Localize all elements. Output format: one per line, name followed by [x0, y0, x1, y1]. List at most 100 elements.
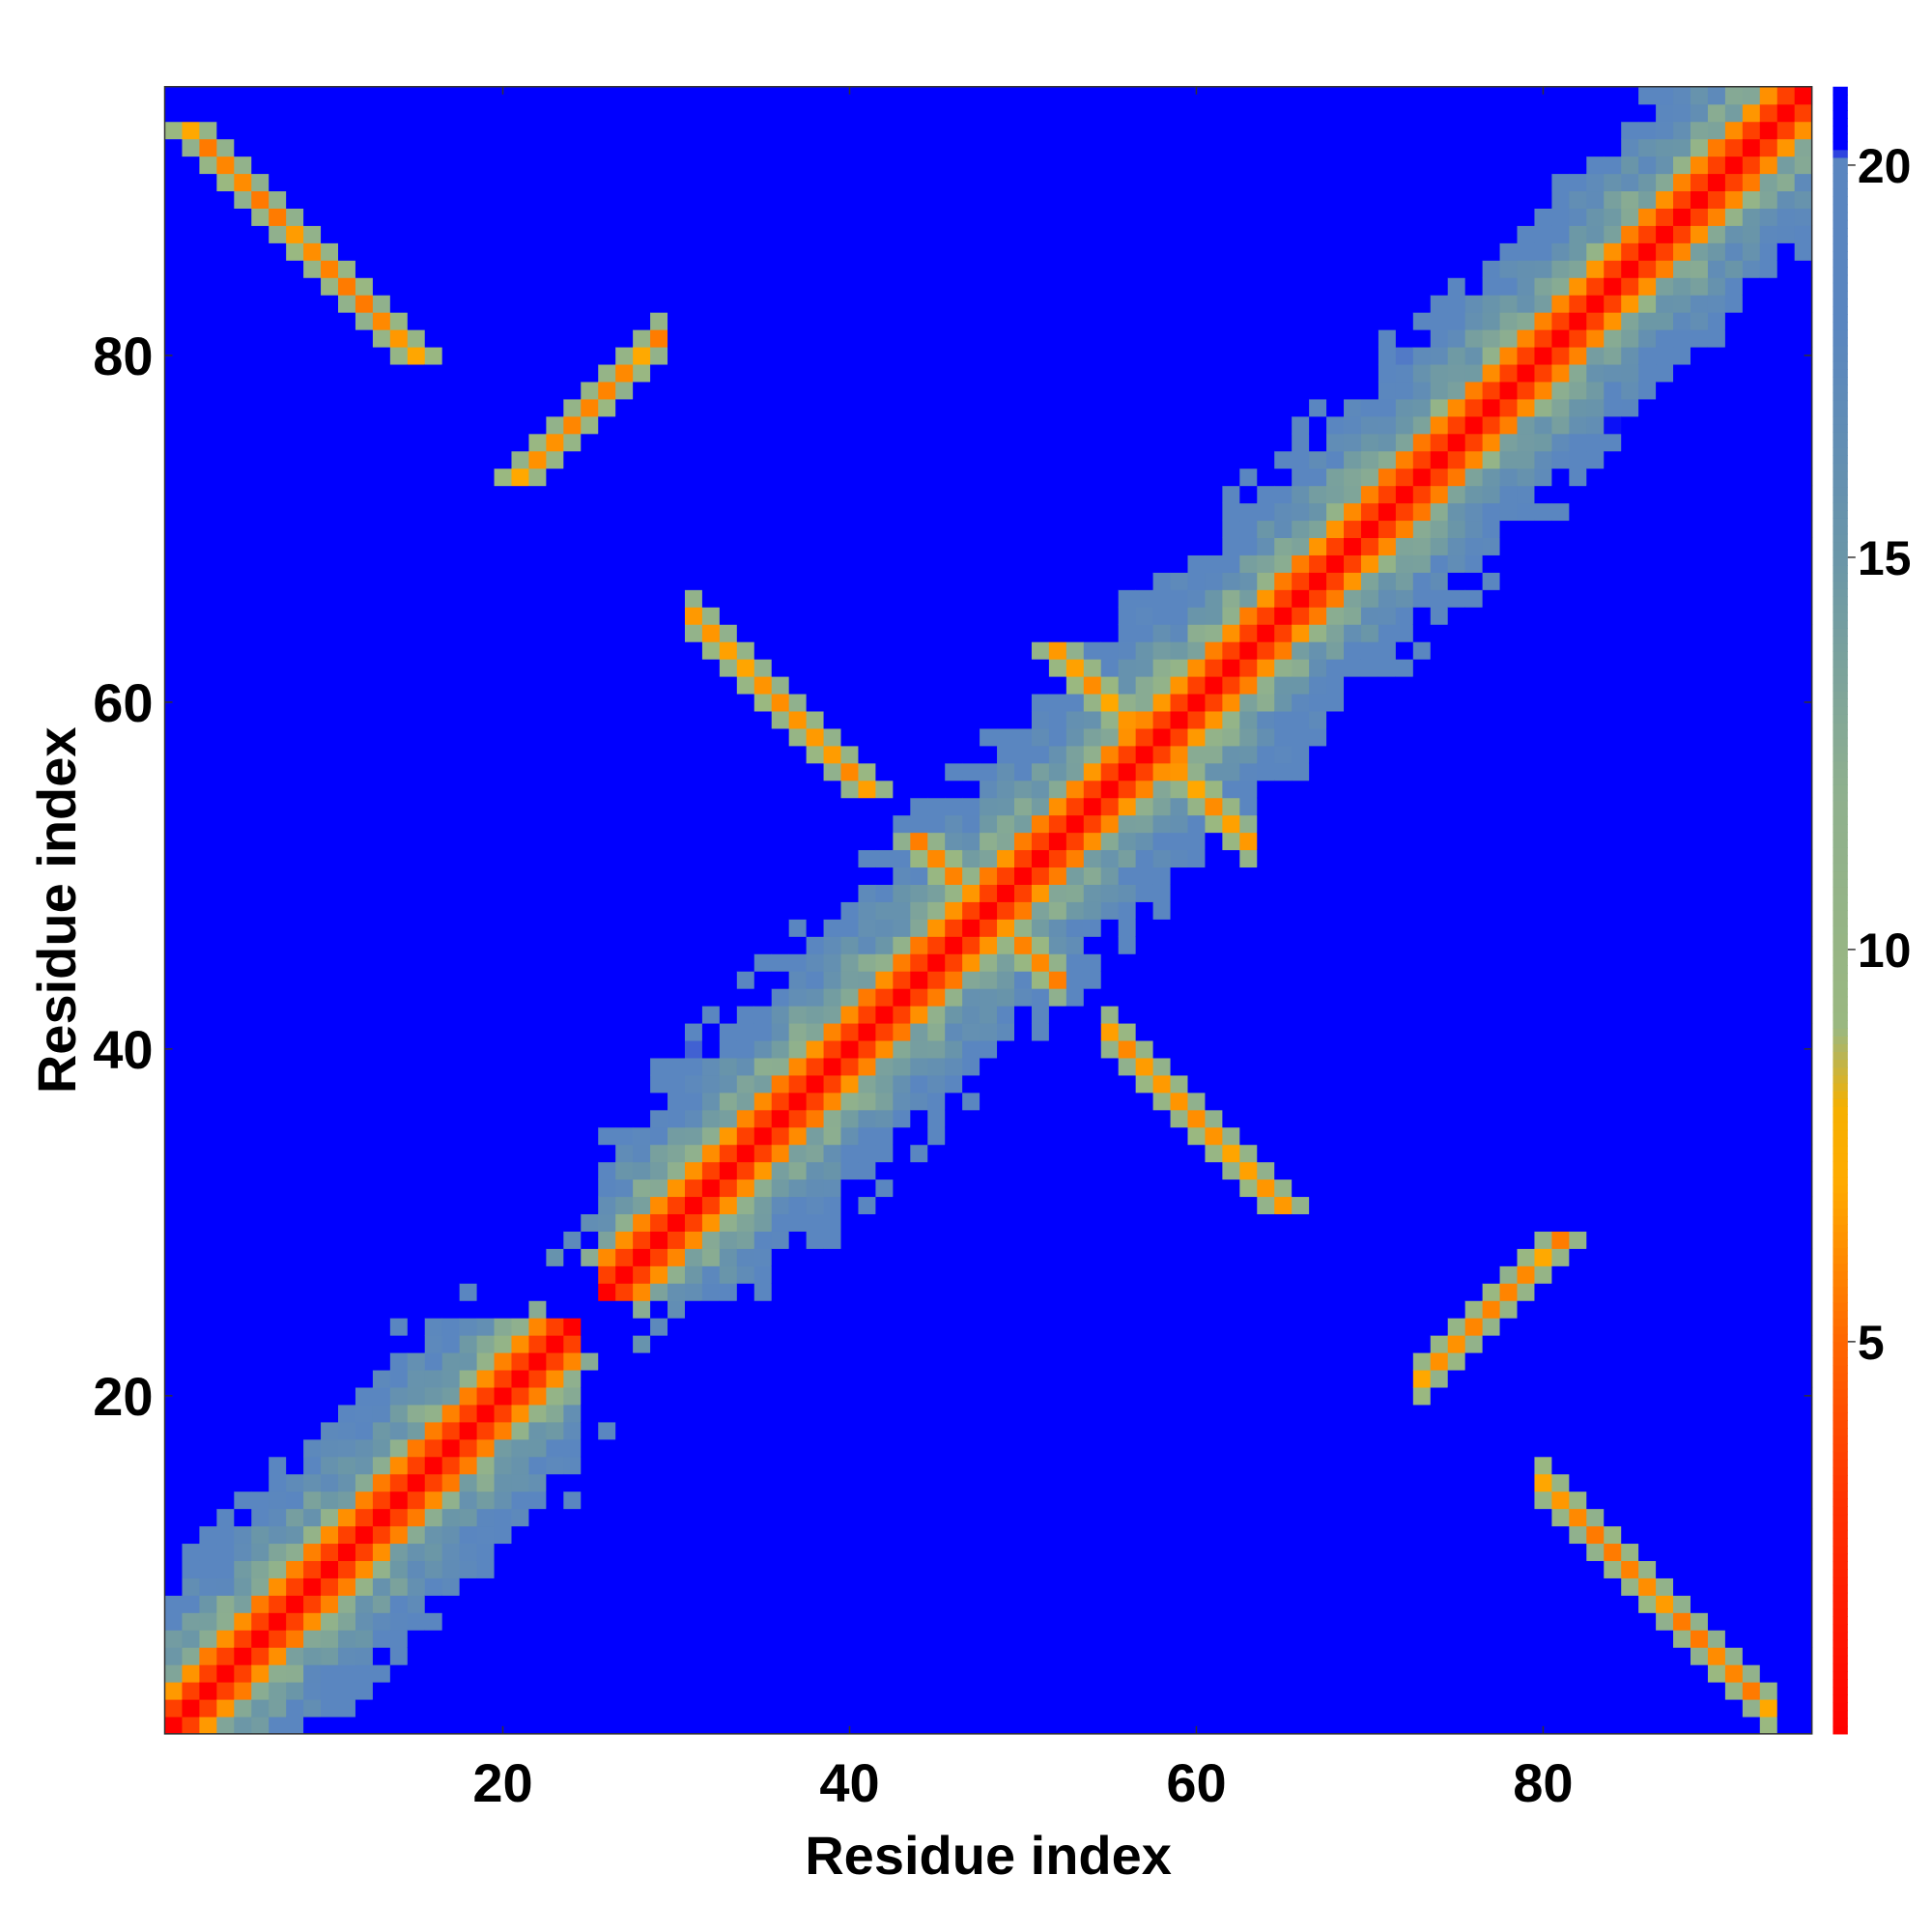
heatmap-cell	[164, 1421, 184, 1440]
heatmap-cell	[511, 1265, 530, 1284]
heatmap-cell	[701, 1231, 721, 1249]
heatmap-cell	[668, 173, 686, 192]
heatmap-cell	[216, 433, 235, 452]
heatmap-cell	[615, 190, 634, 209]
heatmap-cell	[441, 103, 461, 123]
heatmap-cell	[234, 450, 252, 469]
heatmap-cell	[736, 1386, 755, 1406]
heatmap-cell	[962, 1283, 980, 1301]
heatmap-cell	[511, 780, 530, 799]
heatmap-cell	[389, 121, 409, 140]
heatmap-cell	[303, 641, 322, 660]
heatmap-cell	[668, 1577, 686, 1596]
heatmap-cell	[407, 1404, 426, 1423]
heatmap-cell	[1048, 1716, 1067, 1735]
heatmap-cell	[753, 1006, 773, 1024]
heatmap-cell	[771, 1698, 790, 1718]
heatmap-cell	[164, 415, 184, 435]
heatmap-cell	[736, 1664, 755, 1683]
heatmap-cell	[251, 1300, 270, 1319]
heatmap-cell	[980, 1196, 998, 1215]
heatmap-cell	[251, 1386, 270, 1406]
heatmap-cell	[719, 312, 738, 330]
heatmap-cell	[286, 1438, 304, 1458]
heatmap-cell	[1065, 1283, 1085, 1301]
heatmap-cell	[875, 1144, 894, 1163]
heatmap-cell	[893, 1577, 911, 1596]
heatmap-cell	[650, 173, 668, 192]
heatmap-cell	[199, 537, 217, 555]
heatmap-cell	[494, 433, 513, 452]
heatmap-cell	[806, 242, 825, 261]
heatmap-cell	[528, 780, 547, 799]
heatmap-cell	[1065, 1057, 1085, 1076]
heatmap-cell	[511, 1369, 530, 1388]
heatmap-cell	[182, 1508, 201, 1527]
heatmap-cell	[893, 1491, 911, 1510]
heatmap-cell	[476, 1386, 496, 1406]
heatmap-cell	[684, 260, 703, 278]
heatmap-cell	[980, 762, 998, 781]
heatmap-cell	[563, 121, 582, 140]
heatmap-cell	[182, 329, 201, 348]
heatmap-cell	[199, 727, 217, 747]
heatmap-cell	[633, 1543, 651, 1561]
heatmap-cell	[476, 1144, 496, 1163]
heatmap-cell	[823, 659, 842, 677]
heatmap-cell	[338, 727, 356, 747]
heatmap-cell	[858, 1508, 877, 1527]
heatmap-cell	[684, 1664, 703, 1683]
heatmap-cell	[389, 138, 409, 157]
heatmap-cell	[164, 1161, 184, 1180]
heatmap-cell	[286, 346, 304, 365]
heatmap-cell	[164, 1473, 184, 1492]
heatmap-cell	[858, 1179, 877, 1198]
heatmap-cell	[251, 190, 270, 209]
heatmap-cell	[563, 572, 582, 590]
heatmap-cell	[511, 814, 530, 834]
heatmap-cell	[650, 1231, 668, 1249]
heatmap-cell	[389, 502, 409, 522]
heatmap-cell	[840, 884, 860, 902]
heatmap-cell	[771, 849, 790, 868]
heatmap-cell	[719, 502, 738, 522]
heatmap-cell	[753, 1716, 773, 1735]
heatmap-cell	[927, 485, 946, 504]
heatmap-cell	[598, 346, 616, 365]
heatmap-cell	[251, 1283, 270, 1301]
heatmap-cell	[338, 1144, 356, 1163]
heatmap-cell	[719, 1438, 738, 1458]
heatmap-cell	[840, 1074, 860, 1094]
heatmap-cell	[164, 867, 184, 885]
heatmap-cell	[615, 1352, 634, 1371]
heatmap-cell	[788, 1092, 808, 1111]
heatmap-cell	[736, 1300, 755, 1319]
heatmap-cell	[581, 520, 599, 539]
heatmap-cell	[945, 1577, 963, 1596]
heatmap-cell	[806, 1335, 825, 1353]
heatmap-cell	[1031, 1318, 1050, 1336]
heatmap-cell	[615, 208, 634, 226]
heatmap-cell	[980, 1647, 998, 1665]
heatmap-cell	[771, 1369, 790, 1388]
heatmap-cell	[476, 1682, 496, 1700]
heatmap-cell	[668, 1335, 686, 1353]
heatmap-cell	[441, 901, 461, 920]
heatmap-cell	[389, 468, 409, 487]
heatmap-cell	[980, 537, 998, 555]
heatmap-cell	[633, 919, 651, 937]
heatmap-cell	[980, 832, 998, 851]
heatmap-cell	[788, 832, 808, 851]
heatmap-cell	[563, 433, 582, 452]
heatmap-cell	[441, 225, 461, 243]
heatmap-cell	[251, 1491, 270, 1510]
heatmap-cell	[1065, 1161, 1085, 1180]
heatmap-cell	[528, 1265, 547, 1284]
heatmap-cell	[1048, 468, 1067, 487]
heatmap-cell	[199, 554, 217, 573]
heatmap-cell	[199, 1248, 217, 1266]
heatmap-cell	[893, 659, 911, 677]
heatmap-cell	[788, 1231, 808, 1249]
heatmap-cell	[945, 1352, 963, 1371]
heatmap-cell	[945, 693, 963, 712]
